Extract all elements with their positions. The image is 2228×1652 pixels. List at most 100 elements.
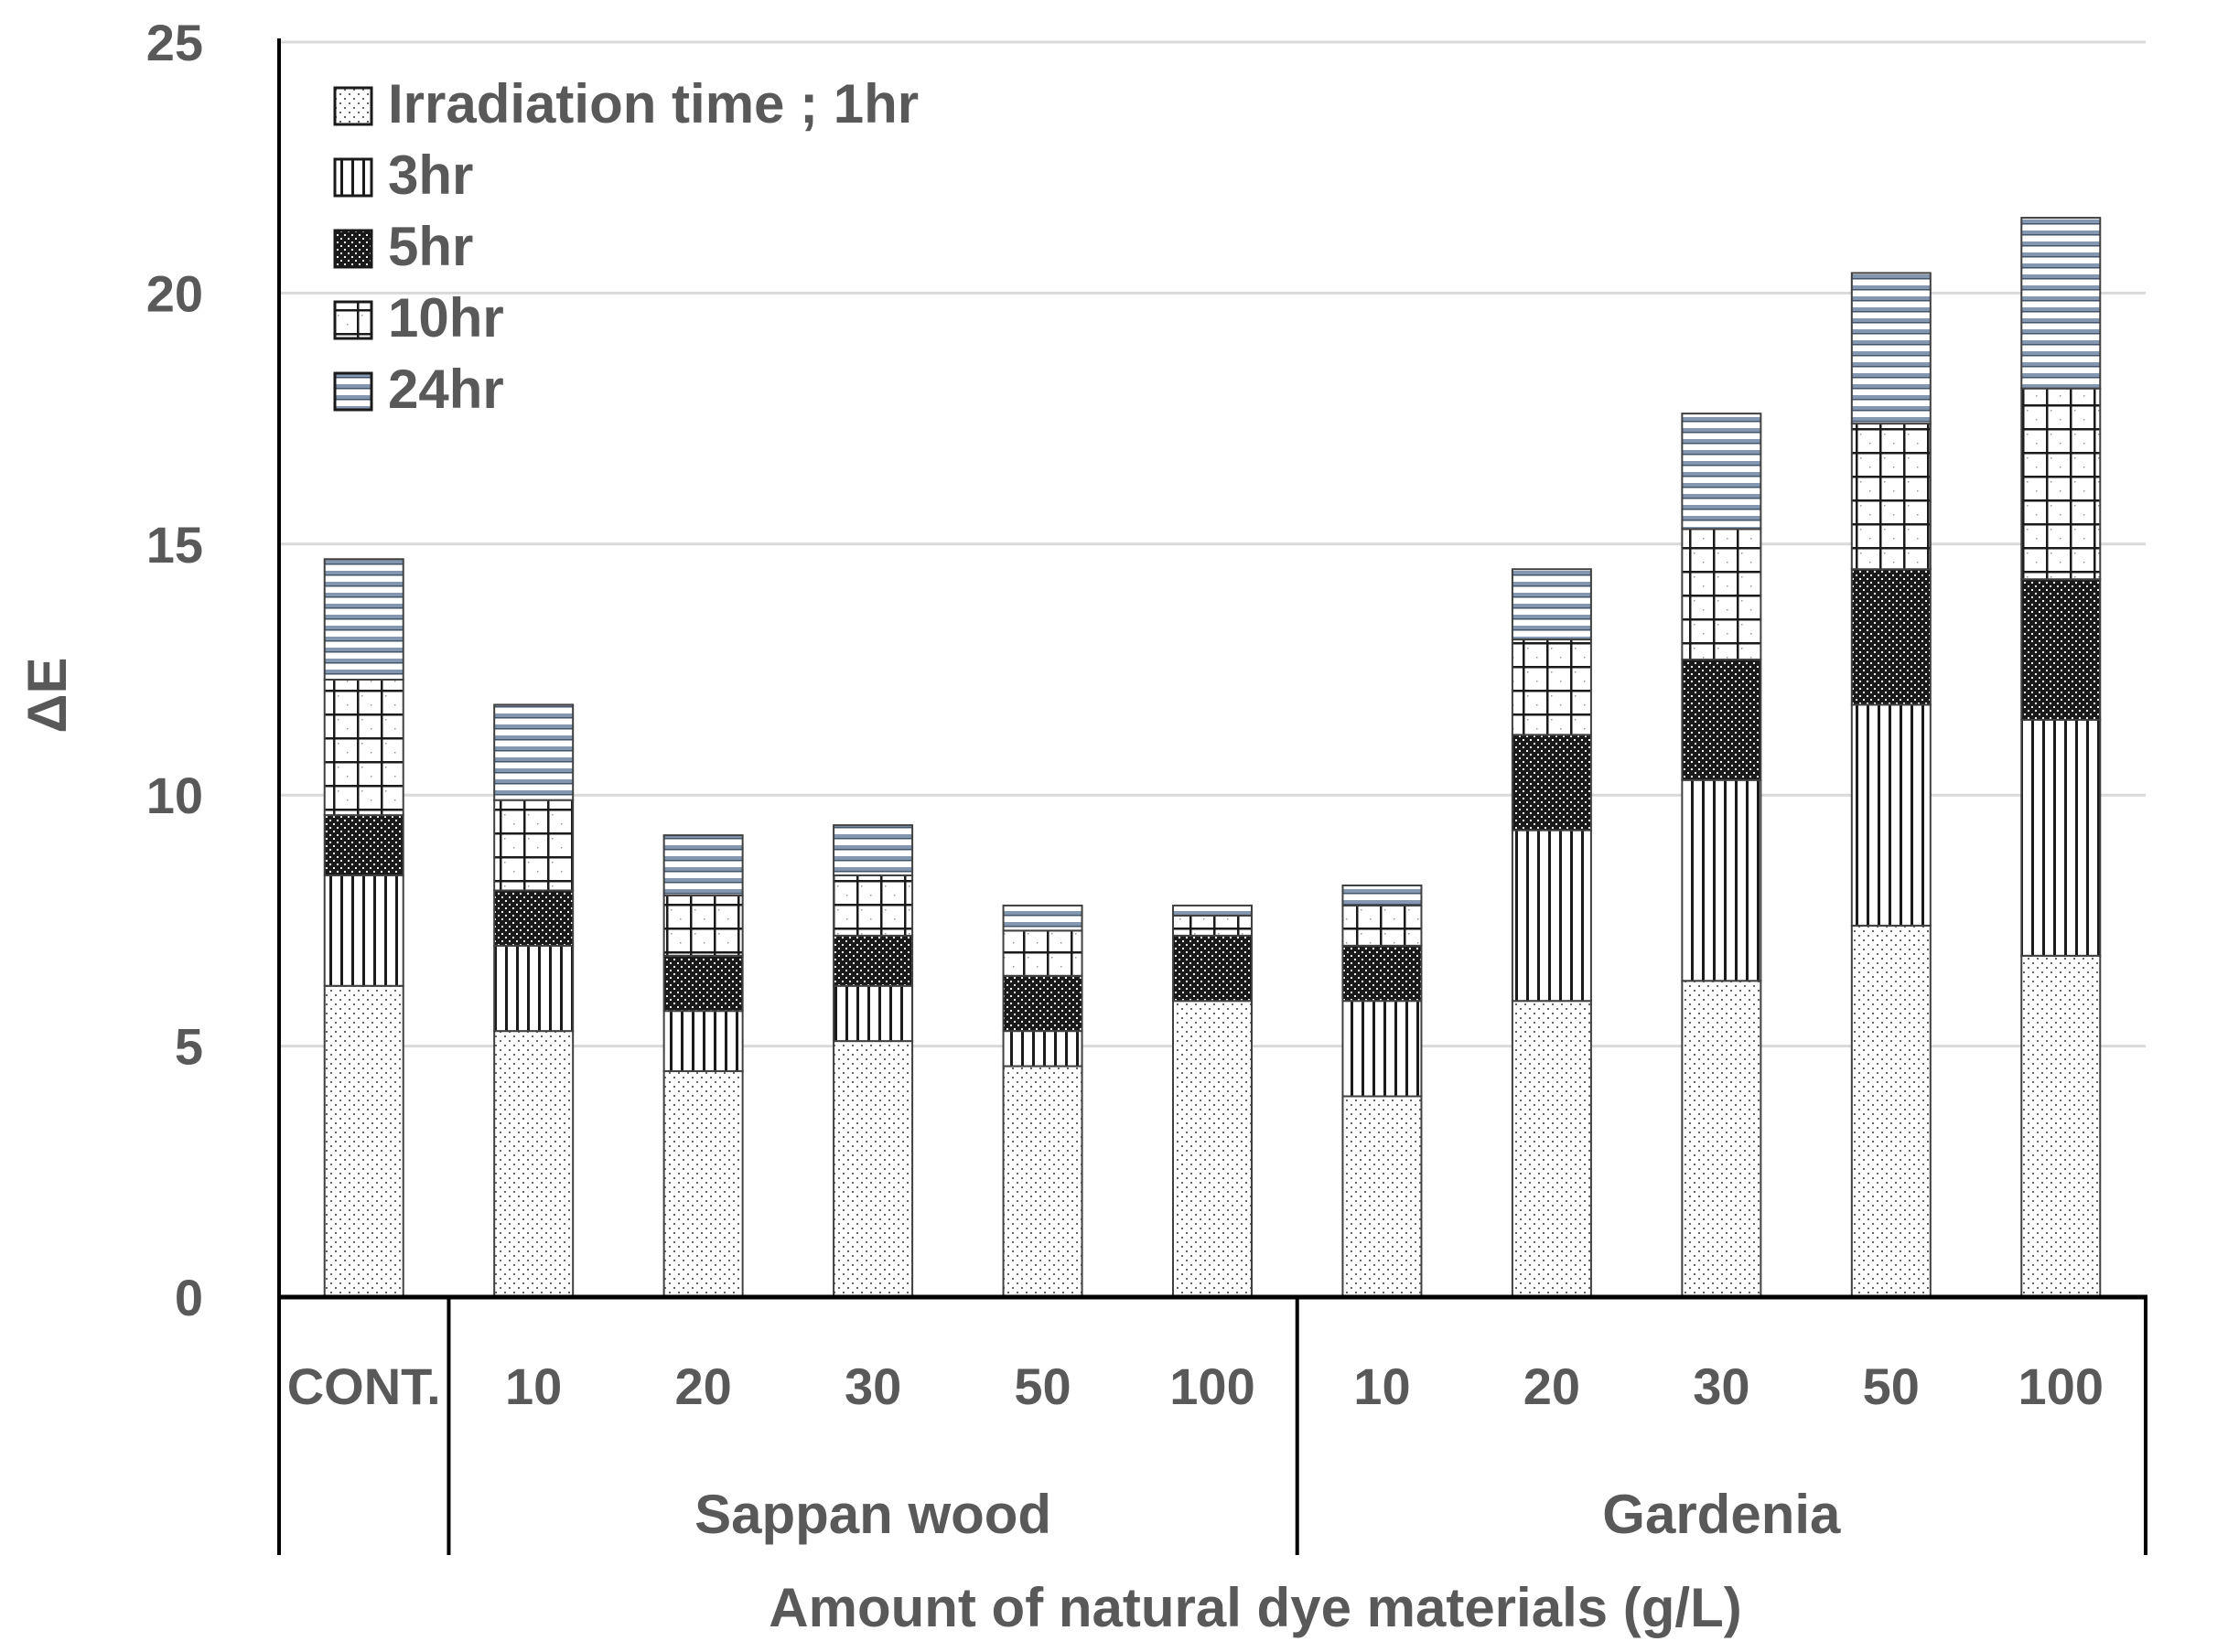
bar-segment xyxy=(1002,1030,1083,1067)
x-tick-label: 50 xyxy=(1014,1357,1071,1415)
bar-segment xyxy=(1341,904,1423,947)
y-tick-label: 5 xyxy=(175,1018,203,1076)
x-axis-title: Amount of natural dye materials (g/L) xyxy=(769,1577,1741,1638)
bar-segment xyxy=(493,703,575,801)
bar-stack xyxy=(323,558,404,1299)
legend-swatch xyxy=(333,229,373,269)
x-tick-label: 30 xyxy=(1693,1357,1749,1415)
x-tick-label: 20 xyxy=(1523,1357,1580,1415)
bar-segment xyxy=(1172,1000,1253,1298)
group-label: Sappan wood xyxy=(694,1484,1051,1545)
bar-segment xyxy=(1850,924,1932,1298)
bar-segment xyxy=(493,944,575,1033)
y-tick-label: 10 xyxy=(146,767,203,824)
bar-stack xyxy=(1172,904,1253,1298)
bar-segment xyxy=(1341,1000,1423,1098)
group-label: Gardenia xyxy=(1602,1484,1841,1545)
bar-stack xyxy=(662,834,744,1299)
bar-segment xyxy=(1511,1000,1592,1298)
y-tick-label: 20 xyxy=(146,264,203,322)
legend-swatch xyxy=(333,300,373,340)
bar-segment xyxy=(833,934,914,987)
bar-segment xyxy=(1681,778,1762,982)
bar-segment xyxy=(1341,944,1423,1003)
legend-label: 10hr xyxy=(388,287,504,349)
bar-segment xyxy=(2020,578,2102,721)
bar-segment xyxy=(1172,914,1253,937)
bar-segment xyxy=(493,889,575,947)
bar-stack xyxy=(833,824,914,1299)
y-tick-label: 25 xyxy=(146,14,203,71)
y-axis-ticks: 0 5 10 15 20 25 xyxy=(146,14,203,1326)
bar-segment xyxy=(662,1010,744,1073)
bar-segment xyxy=(2020,387,2102,581)
x-tick-label: 20 xyxy=(674,1357,731,1415)
x-tick-label: CONT. xyxy=(287,1357,441,1415)
bar-stack xyxy=(1002,904,1083,1298)
legend-item: 5hr xyxy=(333,216,473,277)
legend-label: 3hr xyxy=(388,145,473,206)
bar-segment xyxy=(1850,423,1932,571)
legend-item: 3hr xyxy=(333,145,473,206)
bar-segment xyxy=(662,894,744,957)
bar-segment xyxy=(1002,904,1083,932)
bar-segment xyxy=(833,874,914,937)
legend-item: Irradiation time ; 1hr xyxy=(333,73,919,134)
bar-segment xyxy=(2020,954,2102,1299)
bar-segment xyxy=(1681,659,1762,781)
bar-segment xyxy=(323,814,404,877)
legend-swatch xyxy=(333,371,373,412)
bar-segment xyxy=(493,799,575,892)
bar-segment xyxy=(1511,638,1592,736)
x-axis-ticks: CONT. 10 20 30 50 100 10 20 30 50 100 xyxy=(287,1357,2104,1415)
bars xyxy=(323,217,2102,1299)
bar-segment xyxy=(833,984,914,1043)
legend-swatch xyxy=(333,86,373,126)
bar-segment xyxy=(1681,980,1762,1298)
bar-segment xyxy=(1850,703,1932,927)
bar-segment xyxy=(662,834,744,896)
legend-label: Irradiation time ; 1hr xyxy=(388,73,919,134)
bar-segment xyxy=(323,678,404,817)
bar-segment xyxy=(1341,884,1423,906)
y-tick-label: 15 xyxy=(146,516,203,574)
x-tick-label: 50 xyxy=(1863,1357,1920,1415)
bar-segment xyxy=(1172,904,1253,917)
bar-segment xyxy=(1850,568,1932,706)
bar-segment xyxy=(1002,929,1083,977)
bar-segment xyxy=(1681,413,1762,531)
legend-label: 5hr xyxy=(388,216,473,277)
y-tick-label: 0 xyxy=(175,1269,203,1326)
bar-stack xyxy=(1850,272,1932,1298)
legend: Irradiation time ; 1hr 3hr 5hr 10hr 24hr xyxy=(333,73,919,420)
gridlines xyxy=(279,40,2146,1048)
x-tick-label: 100 xyxy=(1169,1357,1254,1415)
group-labels: Sappan wood Gardenia xyxy=(694,1484,1841,1545)
bar-segment xyxy=(323,874,404,987)
bar-stack xyxy=(1681,413,1762,1298)
x-tick-label: 30 xyxy=(845,1357,901,1415)
bar-segment xyxy=(1002,1065,1083,1298)
bar-segment xyxy=(2020,718,2102,957)
bar-segment xyxy=(833,824,914,877)
x-tick-label: 10 xyxy=(1353,1357,1410,1415)
x-tick-label: 10 xyxy=(505,1357,562,1415)
axes xyxy=(277,38,2147,1555)
bar-stack xyxy=(2020,217,2102,1299)
bar-segment xyxy=(1511,734,1592,831)
bar-segment xyxy=(662,1070,744,1299)
bar-segment xyxy=(323,558,404,681)
y-axis-title: ΔE xyxy=(16,657,78,733)
bar-segment xyxy=(1002,974,1083,1033)
bar-segment xyxy=(1681,528,1762,661)
bar-segment xyxy=(1850,272,1932,425)
bar-stack xyxy=(1341,884,1423,1298)
bar-segment xyxy=(1511,568,1592,641)
legend-item: 10hr xyxy=(333,287,504,349)
bar-segment xyxy=(323,984,404,1299)
bar-stack xyxy=(1511,568,1592,1298)
bar-segment xyxy=(662,954,744,1013)
x-tick-label: 100 xyxy=(2018,1357,2104,1415)
bar-segment xyxy=(833,1040,914,1299)
